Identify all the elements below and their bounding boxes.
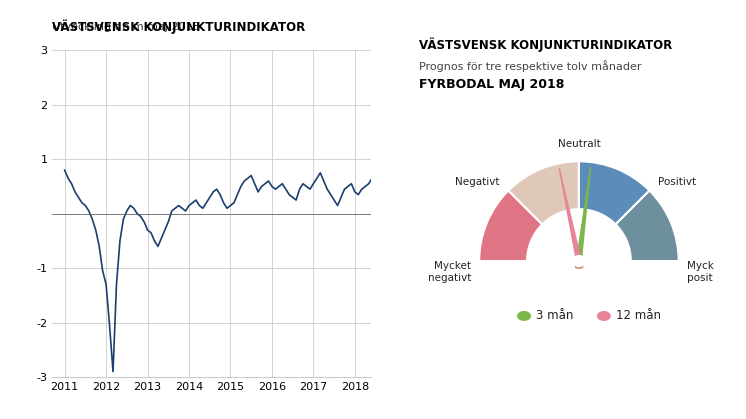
Ellipse shape <box>517 311 531 321</box>
Text: VÄSTSVENSK KONJUNKTURINDIKATOR: VÄSTSVENSK KONJUNKTURINDIKATOR <box>419 38 673 52</box>
Text: VÄSTSVENSK KONJUNKTURINDIKATOR: VÄSTSVENSK KONJUNKTURINDIKATOR <box>52 19 305 34</box>
Text: Prognos för tre respektive tolv månader: Prognos för tre respektive tolv månader <box>419 60 642 72</box>
Wedge shape <box>508 161 579 225</box>
Text: Myck
posit: Myck posit <box>686 261 713 283</box>
Wedge shape <box>615 191 679 261</box>
Text: FYRBODAL MAJ 2018: FYRBODAL MAJ 2018 <box>419 78 565 91</box>
Text: Positivt: Positivt <box>658 177 696 187</box>
Text: Mycket
negativt: Mycket negativt <box>427 261 471 283</box>
Ellipse shape <box>597 311 611 321</box>
Text: 12 mån: 12 mån <box>616 310 661 323</box>
Text: 3 mån: 3 mån <box>536 310 574 323</box>
Text: Neutralt: Neutralt <box>557 140 601 149</box>
Polygon shape <box>576 167 591 268</box>
Text: Utveckling t o m maj 2018: Utveckling t o m maj 2018 <box>52 22 200 32</box>
Polygon shape <box>560 168 583 269</box>
Circle shape <box>574 256 584 266</box>
Text: Negativt: Negativt <box>455 177 500 187</box>
Wedge shape <box>479 191 542 261</box>
Wedge shape <box>579 161 650 225</box>
